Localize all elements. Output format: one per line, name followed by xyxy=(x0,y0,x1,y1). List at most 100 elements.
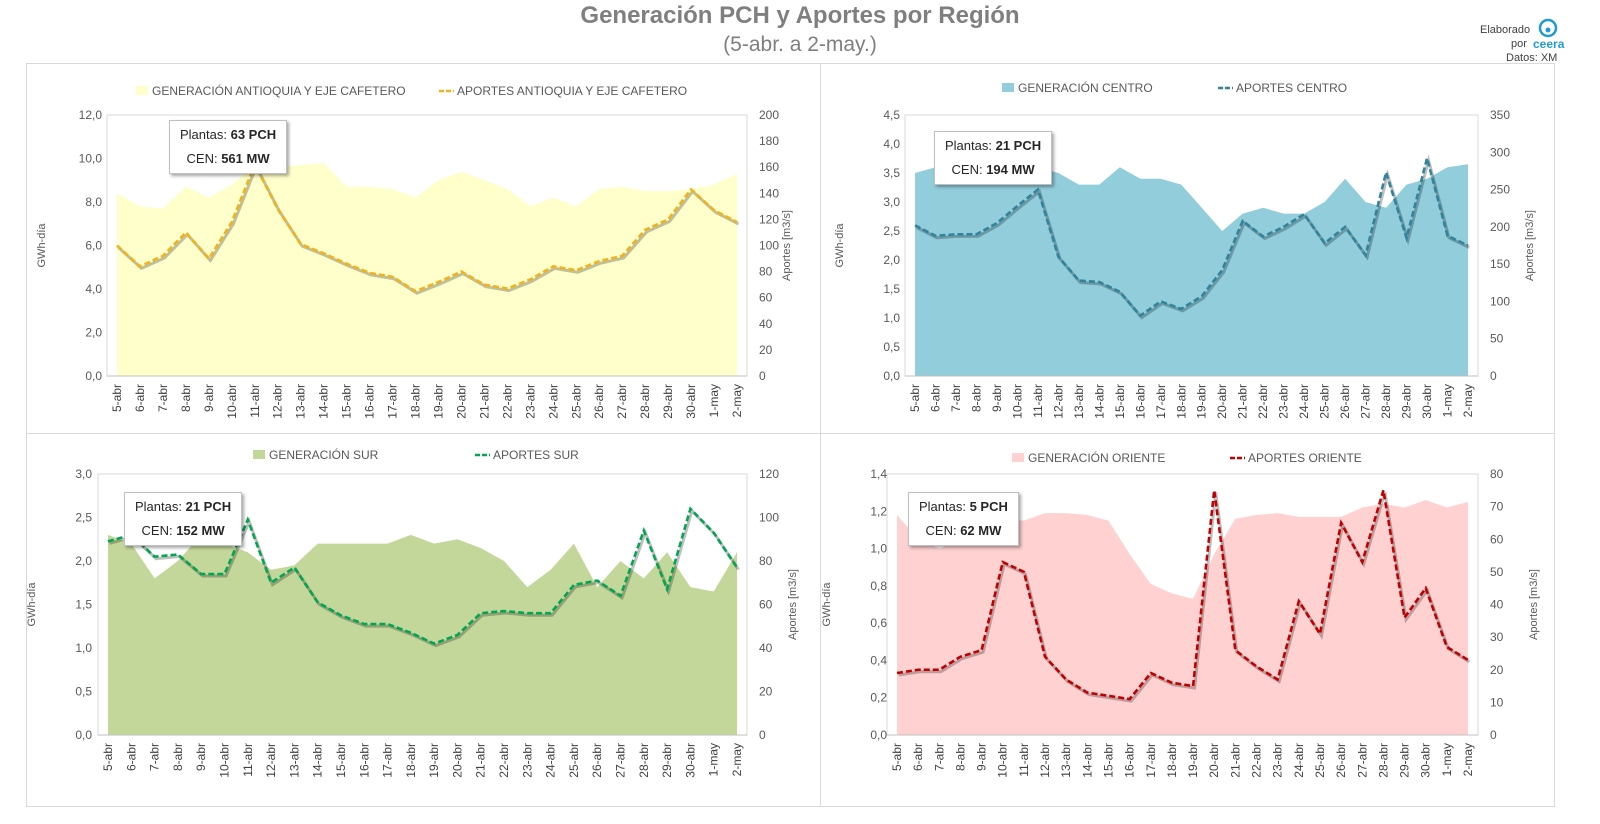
x-tick-label: 10-abr xyxy=(1010,384,1024,419)
x-tick-label: 15-abr xyxy=(1101,743,1115,778)
info-cen-label: CEN: xyxy=(186,151,222,166)
y2-tick-label: 80 xyxy=(759,265,773,279)
x-tick-label: 23-abr xyxy=(1277,384,1291,419)
x-tick-label: 18-abr xyxy=(404,743,418,778)
y2-tick-label: 180 xyxy=(759,134,779,148)
x-tick-label: 11-abr xyxy=(1031,384,1045,418)
x-tick-label: 18-abr xyxy=(1174,384,1188,419)
chart-panel-antioquia: 0,0 2,0 4,0 6,0 8,0 10,0 12,0 0 20 40 60 80 100 120 14… xyxy=(26,63,822,435)
chart-svg: 0,0 0,5 1,0 1,5 2,0 2,5 3,0 3,5 4,0 4,5 0 50 100 150 2… xyxy=(834,80,1536,419)
credit-source: Datos: XM xyxy=(1506,52,1558,64)
x-tick-label: 25-abr xyxy=(1318,384,1332,419)
chart-svg: 0,0 0,2 0,4 0,6 0,8 1,0 1,2 1,4 0 10 20 30 40 50 60 70 8… xyxy=(821,450,1540,778)
x-tick-label: 26-abr xyxy=(1338,384,1352,419)
y-tick-label: 6,0 xyxy=(85,239,102,253)
x-tick-label: 7-abr xyxy=(156,384,170,412)
aportes-line-shadow xyxy=(915,154,1471,320)
x-tick-label: 16-abr xyxy=(1133,384,1147,419)
x-tick-label: 2-may xyxy=(1461,384,1475,417)
x-tick-label: 15-abr xyxy=(340,384,354,419)
y-tick-label: 2,0 xyxy=(883,253,900,267)
y2-tick-label: 80 xyxy=(1490,467,1504,481)
aportes-line-shadow xyxy=(117,162,740,295)
x-tick-label: 19-abr xyxy=(427,743,441,778)
x-tick-label: 11-abr xyxy=(248,384,262,418)
x-tick-label: 21-abr xyxy=(474,743,488,778)
info-plants-value: 21 PCH xyxy=(185,499,232,514)
x-tick-label: 14-abr xyxy=(317,384,331,419)
info-plants: Plantas: 21 PCH xyxy=(945,134,1041,158)
x-tick-label: 23-abr xyxy=(1271,743,1285,778)
x-tick-label: 12-abr xyxy=(1051,384,1065,419)
y2-tick-label: 0 xyxy=(759,369,766,383)
x-tick-label: 7-abr xyxy=(932,743,946,771)
y2-tick-label: 0 xyxy=(1490,369,1497,383)
y-tick-label: 1,0 xyxy=(870,542,887,556)
y2-tick-label: 100 xyxy=(1490,294,1510,308)
ceera-logo-icon xyxy=(1538,18,1558,38)
x-tick-label: 22-abr xyxy=(500,384,514,419)
credit-por: por xyxy=(1511,38,1527,50)
chart-panel-sur: 0,0 0,5 1,0 1,5 2,0 2,5 3,0 0 20 40 60 80 100 120 GWh-… xyxy=(26,433,822,807)
y-tick-label: 4,5 xyxy=(883,108,900,122)
y2-axis-title: Aportes [m3/s] xyxy=(1524,210,1536,281)
y-tick-label: 1,4 xyxy=(870,467,887,481)
y-tick-label: 4,0 xyxy=(85,282,102,296)
y-tick-label: 1,5 xyxy=(883,282,900,296)
x-tick-label: 8-abr xyxy=(171,743,185,771)
x-tick-label: 28-abr xyxy=(638,384,652,419)
legend-area-label: GENERACIÓN ANTIOQUIA Y EJE CAFETERO xyxy=(152,83,406,98)
x-tick-label: 28-abr xyxy=(637,743,651,778)
x-tick-label: 28-abr xyxy=(1376,743,1390,778)
x-tick-label: 5-abr xyxy=(101,743,115,771)
x-tick-label: 23-abr xyxy=(523,384,537,419)
info-cen-label: CEN: xyxy=(951,162,987,177)
legend-area-swatch xyxy=(1002,83,1014,92)
x-tick-label: 12-abr xyxy=(1038,743,1052,778)
generacion-area xyxy=(897,500,1468,735)
info-cen: CEN: 194 MW xyxy=(945,158,1041,182)
y2-tick-label: 100 xyxy=(759,511,779,525)
info-plants: Plantas: 21 PCH xyxy=(135,495,231,519)
y2-tick-label: 60 xyxy=(759,291,773,305)
x-tick-label: 6-abr xyxy=(124,743,138,771)
x-tick-label: 27-abr xyxy=(614,743,628,778)
x-tick-label: 8-abr xyxy=(953,743,967,771)
info-cen: CEN: 561 MW xyxy=(180,147,276,171)
page-subtitle: (5-abr. a 2-may.) xyxy=(723,33,877,56)
x-tick-label: 2-may xyxy=(1461,743,1475,776)
x-tick-label: 22-abr xyxy=(497,743,511,778)
x-tick-label: 17-abr xyxy=(386,384,400,419)
x-tick-label: 27-abr xyxy=(615,384,629,419)
y2-tick-label: 50 xyxy=(1490,332,1504,346)
info-plants-label: Plantas: xyxy=(180,127,231,142)
x-tick-label: 29-abr xyxy=(1398,743,1412,778)
y2-tick-label: 120 xyxy=(759,212,779,226)
x-tick-label: 16-abr xyxy=(363,384,377,419)
y-tick-label: 1,0 xyxy=(883,311,900,325)
x-tick-label: 1-may xyxy=(707,743,721,776)
generacion-area xyxy=(117,162,737,376)
aportes-line xyxy=(896,489,1469,701)
x-tick-label: 13-abr xyxy=(287,743,301,778)
x-tick-label: 16-abr xyxy=(1123,743,1137,778)
legend-area-swatch xyxy=(136,86,148,95)
x-tick-label: 5-abr xyxy=(110,384,124,412)
generacion-area xyxy=(108,534,737,735)
y2-tick-label: 20 xyxy=(759,685,773,699)
x-tick-label: 14-abr xyxy=(1092,384,1106,419)
x-tick-label: 5-abr xyxy=(908,384,922,412)
credit-brand: ceera xyxy=(1533,37,1565,51)
x-tick-label: 30-abr xyxy=(1420,384,1434,419)
x-tick-label: 27-abr xyxy=(1359,384,1373,419)
x-tick-label: 26-abr xyxy=(590,743,604,778)
y-tick-label: 1,5 xyxy=(75,598,92,612)
y-tick-label: 4,0 xyxy=(883,137,900,151)
y2-tick-label: 200 xyxy=(1490,220,1510,234)
x-tick-label: 25-abr xyxy=(567,743,581,778)
x-tick-label: 10-abr xyxy=(217,743,231,778)
legend-line-label: APORTES ANTIOQUIA Y EJE CAFETERO xyxy=(457,84,687,98)
y2-tick-label: 50 xyxy=(1490,565,1504,579)
info-plants-value: 21 PCH xyxy=(995,138,1042,153)
info-box: Plantas: 21 PCH CEN: 194 MW xyxy=(934,131,1053,185)
